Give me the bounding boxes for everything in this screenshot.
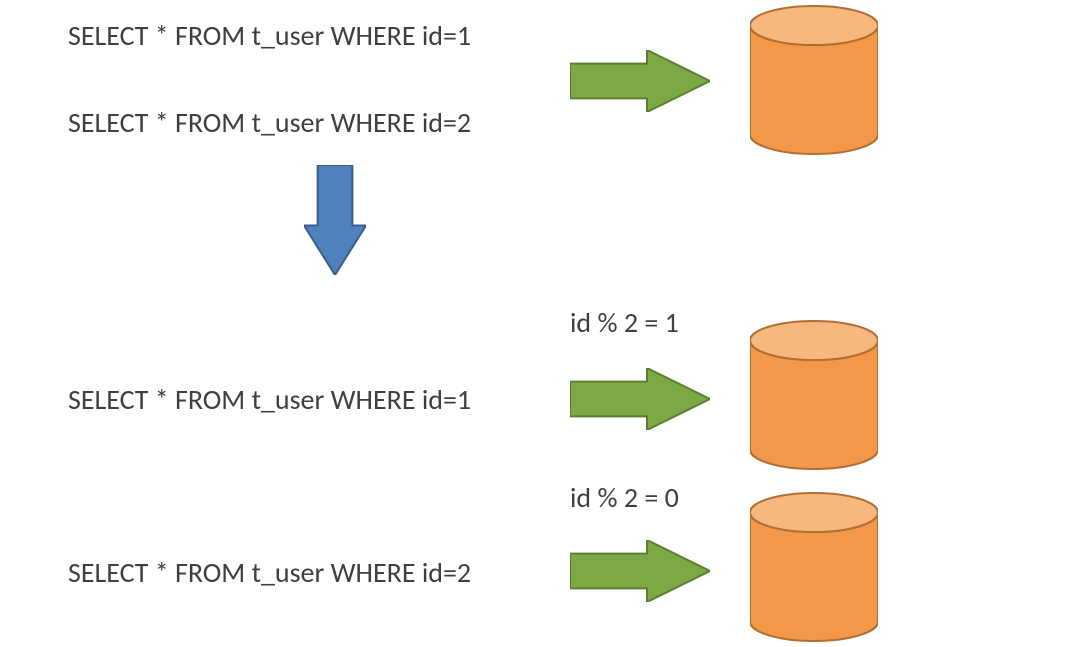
condition-label: id % 2 = 1	[570, 305, 679, 340]
database-icon	[750, 320, 878, 470]
sql-statement: SELECT * FROM t_user WHERE id=1	[68, 382, 471, 417]
arrow-right-icon	[570, 368, 710, 430]
sql-statement: SELECT * FROM t_user WHERE id=2	[68, 105, 471, 140]
sql-statement: SELECT * FROM t_user WHERE id=2	[68, 555, 471, 590]
condition-label: id % 2 = 0	[570, 480, 679, 515]
diagram-canvas: { "canvas": { "width": 1080, "height": 6…	[0, 0, 1080, 647]
arrow-right-icon	[570, 50, 710, 112]
sql-statement: SELECT * FROM t_user WHERE id=1	[68, 18, 471, 53]
arrow-right-icon	[570, 540, 710, 602]
database-icon	[750, 492, 878, 642]
database-icon	[750, 5, 878, 155]
arrow-down-icon	[304, 165, 366, 275]
